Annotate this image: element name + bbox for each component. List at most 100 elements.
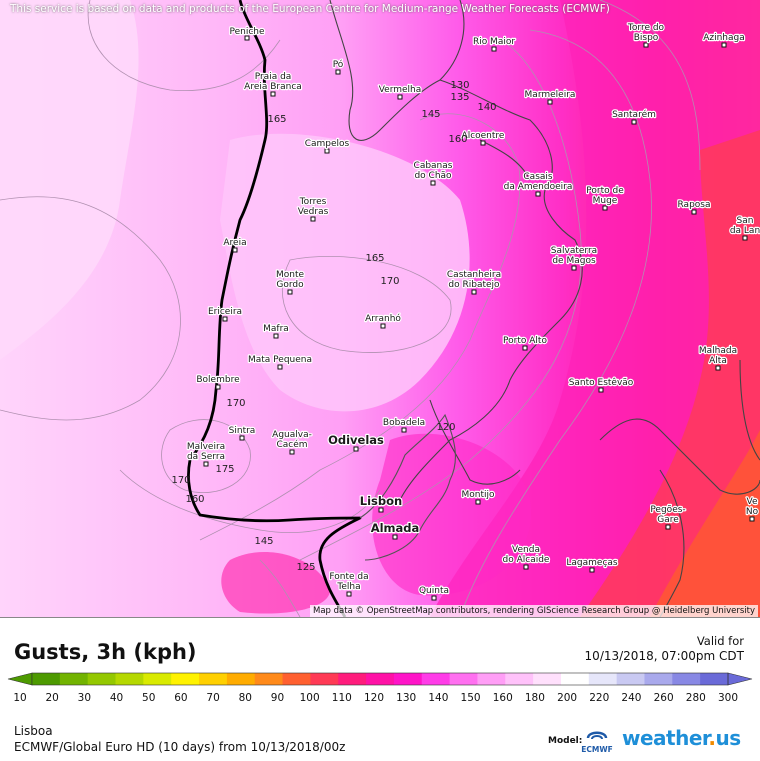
place-rio-maior: Rio Maior [472,36,517,52]
brand-dot: . [708,726,716,750]
place-marker [715,365,721,371]
place-marker [380,323,386,329]
place-marker [401,427,407,433]
place-label-text: Areia Branca [244,82,302,92]
colorbar-tick-label: 10 [13,692,26,704]
admin-borders [329,0,760,617]
contour-label: 145 [421,109,440,120]
place-label-text: Arranhó [365,313,401,324]
place-label-text: Rio Maior [473,37,515,47]
weather-us-brand[interactable]: weather.us [622,726,741,750]
place-bobadela: Bobadela [382,417,426,433]
brand-tld: us [715,726,742,750]
place-mafra: Mafra [262,323,290,339]
colorbar-swatch [449,673,478,685]
place-arranh-: Arranhó [364,312,403,329]
colorbar-swatch [87,673,117,685]
place-label-text: Lagameças [566,558,618,568]
colorbar-swatch [588,673,618,685]
place-odivelas: Odivelas [327,432,385,452]
ecmwf-logo-text: ECMWF [581,745,613,754]
place-marker [547,99,553,105]
colorbar-tick-label: 120 [364,692,384,704]
place-campelos: Campelos [304,138,351,154]
place-label-text: Telha [336,582,360,592]
place-label-text: Peniche [229,27,265,37]
place-label-text: Alcoentre [462,131,505,141]
place-marker [631,119,637,125]
colorbar-tick-label: 180 [525,692,545,704]
place-p-: Pó [331,58,345,75]
colorbar-arrow-high [727,672,753,686]
place-areia: Areia [222,237,248,253]
gust-zone-orange [650,430,760,617]
place-label-text: Montijo [461,490,495,500]
colorbar-tick-label: 150 [461,692,481,704]
contour-label: 120 [436,422,455,433]
place-label-text: Santo Estêvão [569,377,634,388]
place-marker [749,516,755,522]
place-label-text: Torres [299,197,327,207]
contour-label: 170 [380,276,399,287]
colorbar-swatch [505,673,534,685]
place-montijo: Montijo [460,489,496,505]
place-label-text: Lisbon [360,494,402,508]
place-quinta: Quinta [418,585,450,601]
place-marker [392,534,398,540]
colorbar-tick-label: 280 [686,692,706,704]
place-marker [598,387,604,393]
place-label-text: Raposa [678,200,711,210]
colorbar-tick-label: 20 [45,692,58,704]
place-marker [239,435,245,441]
place-label-text: Bolembre [196,375,240,385]
colorbar-tick-label: 110 [332,692,352,704]
place-label-text: Venda [512,545,540,555]
place-label-text: Vermelha [379,85,422,95]
place-peg-es-gare: Pegões-Gare [649,504,687,530]
colorbar-tick-label: 60 [174,692,187,704]
place-marker [491,46,497,52]
colorbar-tick-label: 160 [493,692,513,704]
place-marker [691,209,697,215]
valid-for-label: Valid for [696,634,744,648]
colorbar-swatch [672,673,701,685]
colorbar-swatch [616,673,645,685]
gust-zone-estuary [372,433,532,596]
place-marker [232,247,238,253]
gust-zone-interior [220,133,470,412]
colorbar-swatch [533,673,562,685]
colorbar-tick-label: 40 [110,692,123,704]
colorbar-tick-label: 80 [239,692,252,704]
brand-name: weather [622,726,709,750]
place-marker [378,507,384,513]
estuary-shore [359,413,456,561]
place-agualva-cac-m: Agualva-Cacém [271,429,313,455]
place-label-text: San [737,216,754,226]
colorbar-arrow-low [7,672,33,686]
place-alcoentre: Alcoentre [460,130,506,146]
contour-label: 170 [226,398,245,409]
colorbar-swatch [560,673,590,685]
colorbar-swatch [254,673,284,685]
contour-label: 165 [267,114,286,125]
place-marker [324,148,330,154]
place-marker [665,524,671,530]
place-sintra: Sintra [227,425,257,441]
place-marker [222,316,228,322]
place-marker [270,91,276,97]
place-label-text: do Chão [414,171,452,181]
gust-map[interactable]: Peniche Rio Maior Torre do Bispo Azinhaga Pó P… [0,0,760,617]
colorbar-swatch [199,673,228,685]
place-label-text: Mata Pequena [248,355,312,365]
place-marker [742,235,748,241]
place-label-text: Porto Alto [503,336,547,346]
place-label-text: Casais [523,172,553,182]
place-marker [522,345,528,351]
